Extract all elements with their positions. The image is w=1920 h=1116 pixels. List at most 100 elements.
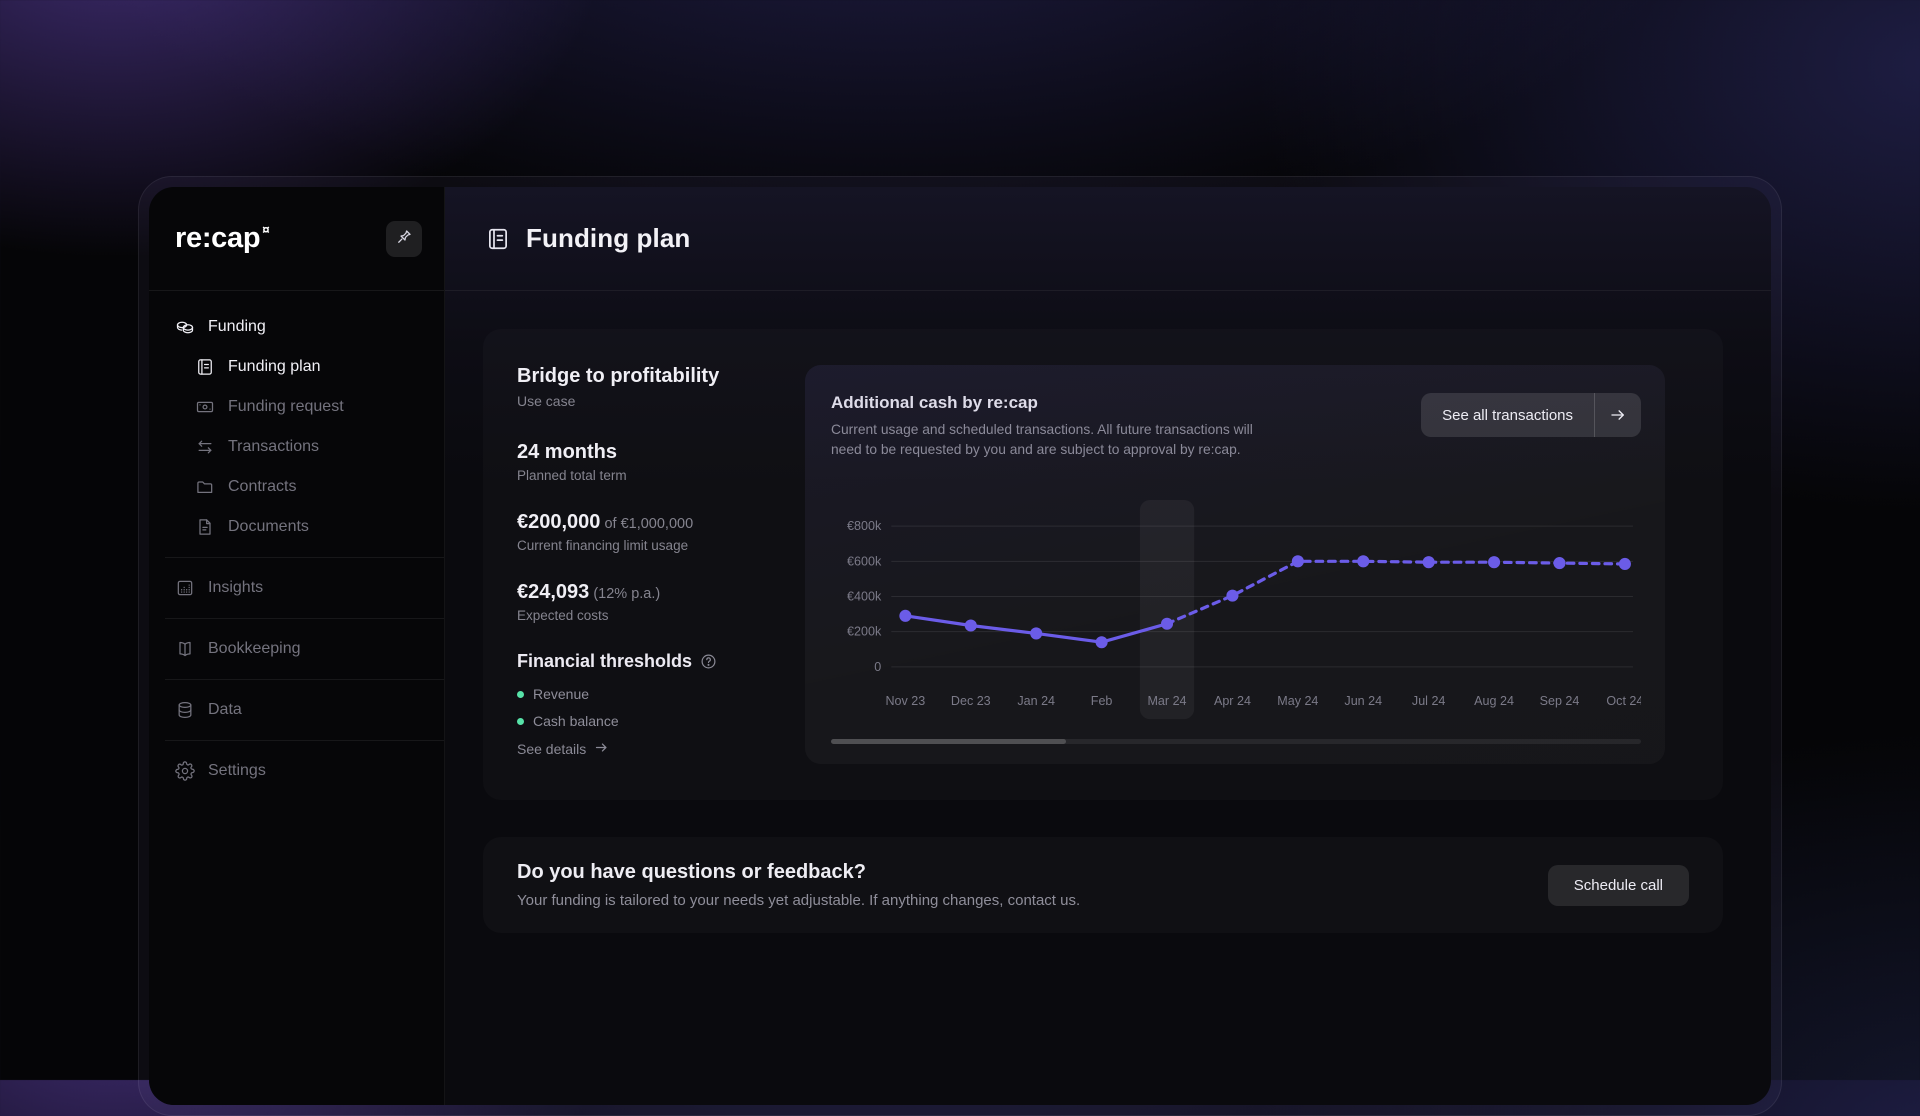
y-axis-tick: €600k: [847, 554, 882, 568]
stat-label: Planned total term: [517, 468, 627, 483]
threshold-list: Revenue Cash balance: [517, 686, 769, 729]
x-axis-tick: Apr 24: [1214, 694, 1251, 708]
x-axis-tick: Sep 24: [1540, 694, 1580, 708]
recap-logo: re:cap ¤: [175, 222, 270, 254]
stat-expected-costs: €24,093 (12% p.a.) Expected costs: [517, 581, 769, 623]
question-circle-icon[interactable]: [700, 653, 717, 670]
x-axis-tick: Jul 24: [1412, 694, 1446, 708]
data-point: [1160, 617, 1174, 630]
see-all-transactions-button[interactable]: See all transactions: [1421, 393, 1641, 437]
app-window: re:cap ¤ Funding Funding plan Funding reque…: [149, 187, 1771, 1105]
sidebar-item-label: Data: [208, 701, 242, 718]
financial-thresholds: Financial thresholds Revenue Cash balance…: [517, 651, 769, 758]
current-month-highlight: [1139, 499, 1195, 719]
use-case-subtitle: Use case: [517, 393, 576, 409]
sidebar-item-funding-plan[interactable]: Funding plan: [149, 347, 444, 387]
y-axis-tick: €400k: [847, 589, 882, 603]
feedback-card: Do you have questions or feedback? Your …: [483, 837, 1723, 933]
x-axis-tick: Aug 24: [1474, 694, 1514, 708]
coins-icon: [175, 317, 195, 337]
sidebar: re:cap ¤ Funding Funding plan Funding reque…: [149, 187, 445, 1105]
sidebar-header: re:cap ¤: [149, 187, 444, 291]
x-axis-tick: Mar 24: [1147, 694, 1186, 708]
sidebar-item-data[interactable]: Data: [149, 690, 444, 730]
data-point: [1030, 627, 1043, 640]
logo-currency-mark: ¤: [262, 222, 270, 238]
x-axis-tick: Jun 24: [1344, 694, 1382, 708]
sidebar-item-funding-request[interactable]: Funding request: [149, 387, 444, 427]
data-point: [1357, 555, 1370, 568]
sidebar-item-insights[interactable]: Insights: [149, 568, 444, 608]
sidebar-item-label: Funding plan: [228, 358, 321, 375]
sidebar-divider: [165, 679, 444, 680]
chart-heading: Additional cash by re:cap Current usage …: [831, 393, 1261, 460]
sidebar-item-label: Funding request: [228, 398, 344, 415]
chart-scrollbar[interactable]: [831, 739, 1641, 744]
database-icon: [175, 700, 195, 720]
insights-icon: [175, 578, 195, 598]
x-axis-tick: May 24: [1277, 694, 1318, 708]
gear-icon: [175, 761, 195, 781]
stat-value: 24 months: [517, 441, 618, 463]
document-icon: [195, 517, 215, 537]
data-point: [1553, 556, 1566, 569]
stat-suffix: of €1,000,000: [600, 516, 694, 532]
data-point: [899, 609, 912, 622]
sidebar-item-documents[interactable]: Documents: [149, 507, 444, 547]
journal-icon: [195, 357, 215, 377]
x-axis-tick: Feb: [1091, 694, 1113, 708]
sidebar-item-label: Settings: [208, 762, 266, 779]
sidebar-pin-button[interactable]: [386, 220, 422, 257]
x-axis-tick: Nov 23: [885, 694, 925, 708]
data-point: [1226, 589, 1239, 602]
app-window-frame: re:cap ¤ Funding Funding plan Funding reque…: [138, 176, 1782, 1116]
data-point: [964, 619, 977, 632]
folder-icon: [195, 477, 215, 497]
threshold-revenue: Revenue: [517, 686, 769, 702]
schedule-call-button[interactable]: Schedule call: [1547, 864, 1689, 906]
sidebar-item-label: Bookkeeping: [208, 640, 301, 657]
y-axis-tick: 0: [874, 660, 881, 674]
sidebar-divider: [165, 557, 444, 558]
openbook-icon: [175, 639, 195, 659]
threshold-cash-balance: Cash balance: [517, 713, 769, 729]
sidebar-item-contracts[interactable]: Contracts: [149, 467, 444, 507]
stat-planned-total-term: 24 months Planned total term: [517, 441, 769, 483]
sidebar-item-transactions[interactable]: Transactions: [149, 427, 444, 467]
sidebar-item-label: Funding: [208, 318, 266, 335]
x-axis-tick: Jan 24: [1017, 694, 1055, 708]
chart-title: Additional cash by re:cap: [831, 393, 1038, 412]
sidebar-divider: [165, 740, 444, 741]
sidebar-nav: Funding Funding plan Funding request Transa…: [149, 291, 444, 791]
stat-value: €24,093: [517, 581, 590, 603]
page-header: Funding plan: [445, 187, 1771, 291]
pin-icon: [395, 228, 413, 249]
sidebar-item-label: Documents: [228, 518, 309, 535]
stat-current-financing-limit-usage: €200,000 of €1,000,000 Current financing …: [517, 511, 769, 553]
page-title: Funding plan: [526, 223, 691, 253]
plan-stats: 24 months Planned total term €200,000 of €…: [517, 441, 769, 623]
threshold-dot: [517, 690, 524, 698]
stat-label: Current financing limit usage: [517, 538, 689, 553]
threshold-dot: [517, 717, 524, 725]
cash-projection-chart[interactable]: €800k €600k €400k €200k 0 Nov 23 Dec 23 Jan 24 F…: [831, 466, 1641, 725]
sidebar-item-label: Insights: [208, 579, 264, 596]
funding-plan-card: Bridge to profitability Use case 24 mont…: [483, 329, 1723, 800]
main-area: Funding plan Bridge to profitability Use…: [445, 187, 1771, 1105]
stat-value: €200,000: [517, 511, 601, 533]
content: Bridge to profitability Use case 24 mont…: [445, 291, 1771, 933]
transfer-icon: [195, 437, 215, 457]
x-axis-tick: Dec 23: [951, 694, 991, 708]
sidebar-item-settings[interactable]: Settings: [149, 751, 444, 791]
sidebar-item-bookkeeping[interactable]: Bookkeeping: [149, 629, 444, 669]
sidebar-item-funding[interactable]: Funding: [149, 307, 444, 347]
feedback-text: Do you have questions or feedback? Your …: [517, 861, 1080, 909]
data-point: [1095, 636, 1108, 649]
use-case-title: Bridge to profitability: [517, 365, 720, 387]
data-point: [1422, 556, 1435, 569]
banknote-icon: [195, 397, 215, 417]
see-details-link[interactable]: See details: [517, 740, 769, 758]
chart-scrollbar-thumb[interactable]: [831, 739, 1066, 744]
stat-label: Expected costs: [517, 608, 609, 623]
data-point: [1618, 557, 1631, 570]
